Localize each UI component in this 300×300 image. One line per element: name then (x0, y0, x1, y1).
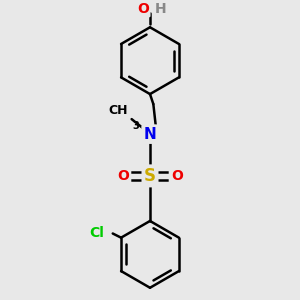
Text: O: O (117, 169, 129, 183)
Text: O: O (137, 2, 149, 16)
Text: Cl: Cl (89, 226, 104, 241)
Text: S: S (144, 167, 156, 185)
Text: 3: 3 (133, 121, 139, 131)
Text: CH: CH (109, 103, 128, 117)
Text: N: N (144, 127, 156, 142)
Text: H: H (155, 2, 166, 16)
Text: O: O (171, 169, 183, 183)
